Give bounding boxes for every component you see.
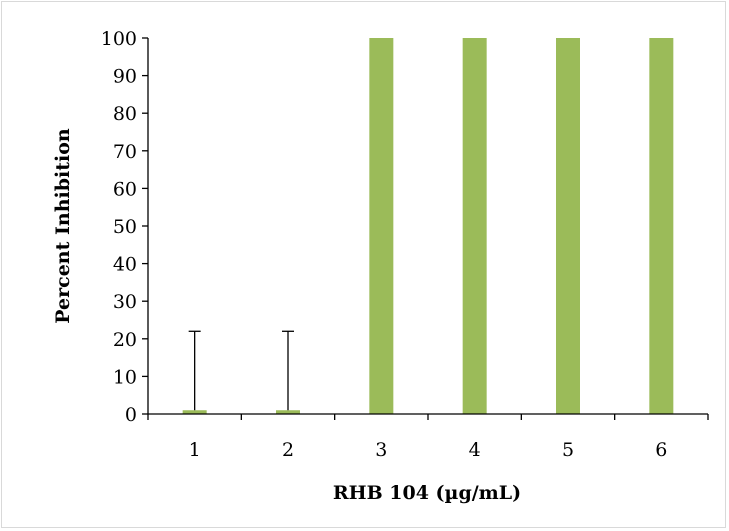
bar	[649, 38, 674, 414]
bar	[276, 410, 300, 414]
error-bars-layer	[188, 330, 294, 411]
bar	[556, 38, 580, 414]
x-tick-label: 6	[655, 439, 667, 461]
y-axis-ticks: 0 10 20 30 40 50 60 70 80 90 100	[101, 28, 148, 426]
y-tick-label: 40	[113, 254, 137, 276]
x-axis-title: RHB 104 (µg/mL)	[333, 482, 521, 504]
x-axis-ticks: 1 2 3 4 5 6	[147, 414, 709, 461]
y-tick-label: 100	[101, 28, 137, 50]
y-tick-label: 70	[113, 141, 137, 163]
y-tick-label: 60	[113, 178, 137, 200]
bar	[369, 38, 394, 414]
y-tick-label: 80	[113, 103, 137, 125]
x-tick-label: 2	[282, 439, 294, 461]
y-tick-label: 0	[125, 404, 137, 426]
bar	[462, 38, 487, 414]
y-tick-label: 20	[113, 329, 137, 351]
y-tick-label: 90	[113, 66, 137, 88]
y-tick-label: 50	[113, 216, 137, 238]
y-tick-label: 30	[113, 291, 137, 313]
x-tick-label: 5	[562, 439, 574, 461]
x-tick-label: 4	[469, 439, 481, 461]
x-tick-label: 1	[189, 439, 201, 461]
y-tick-label: 10	[113, 366, 137, 388]
x-tick-label: 3	[375, 439, 387, 461]
y-axis-title: Percent Inhibition	[52, 128, 74, 324]
bars-layer	[182, 38, 674, 414]
bar	[182, 410, 207, 414]
